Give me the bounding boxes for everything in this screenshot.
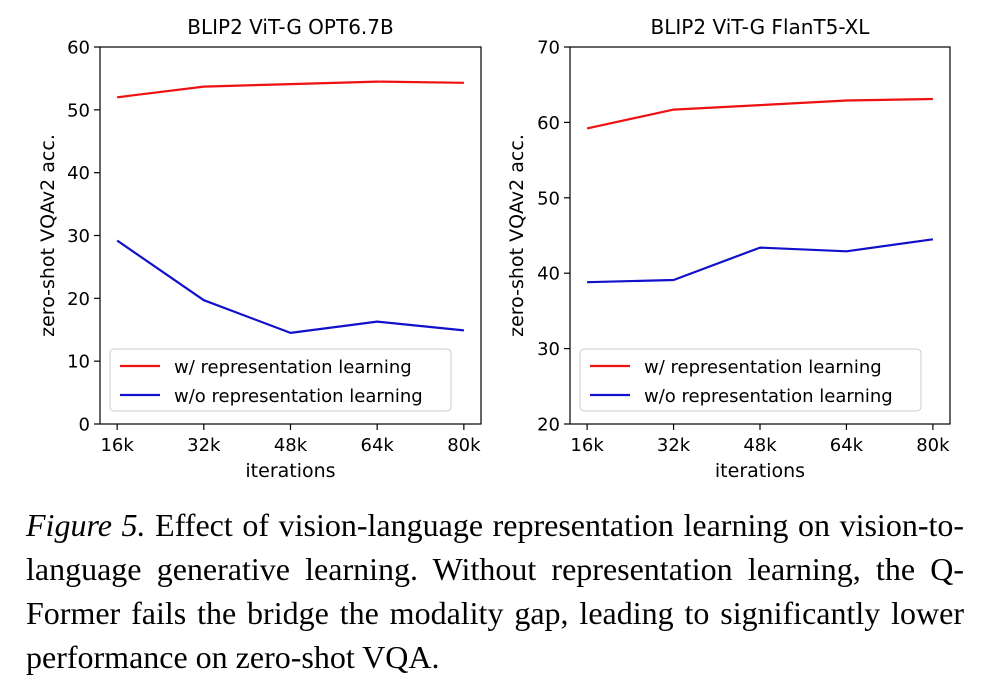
legend-entry: w/o representation learning [644,386,893,407]
y-tick-label: 20 [537,415,560,436]
series-line-without-rep-learning [587,239,933,282]
y-axis-label: zero-shot VQAv2 acc. [506,134,528,337]
chart-title: BLIP2 ViT-G FlanT5-XL [651,15,871,39]
x-tick-label: 32k [187,435,221,456]
x-axis-label: iterations [245,460,335,482]
y-tick-label: 40 [67,163,90,184]
y-tick-label: 50 [537,188,560,209]
figure-charts: BLIP2 ViT-G OPT6.7B 0 10 20 30 40 50 60 16k 32k 48… [0,0,988,500]
x-tick-label: 32k [657,435,691,456]
y-tick-label: 0 [79,415,90,436]
figure-caption-text: Effect of vision-language representation… [26,507,964,675]
legend-entry: w/ representation learning [644,357,882,378]
legend: w/ representation learning w/o representa… [580,349,921,411]
x-axis-label: iterations [715,460,805,482]
x-tick-label: 16k [570,435,604,456]
x-tick-label: 16k [100,435,134,456]
y-tick-label: 60 [537,113,560,134]
x-tick-label: 80k [447,435,481,456]
y-tick-label: 50 [67,100,90,121]
figure-caption: Figure 5. Effect of vision-language repr… [26,503,964,679]
x-tick-label: 80k [916,435,950,456]
y-tick-label: 20 [67,289,90,310]
y-tick-label: 10 [67,352,90,373]
y-tick-label: 70 [537,38,560,59]
series-line-with-rep-learning [587,99,933,128]
chart-title: BLIP2 ViT-G OPT6.7B [187,15,393,39]
x-tick-label: 48k [274,435,308,456]
legend-entry: w/o representation learning [174,386,423,407]
y-axis-label: zero-shot VQAv2 acc. [37,134,59,337]
y-tick-label: 30 [537,339,560,360]
legend-entry: w/ representation learning [174,357,412,378]
x-tick-label: 64k [361,435,395,456]
series-line-with-rep-learning [117,82,464,98]
chart-2: BLIP2 ViT-G FlanT5-XL 20 30 40 50 60 70 16k 32k 4… [506,15,950,482]
y-tick-label: 30 [67,226,90,247]
legend: w/ representation learning w/o representa… [110,349,451,411]
x-tick-label: 64k [830,435,864,456]
figure-caption-label: Figure 5. [26,507,146,543]
series-line-without-rep-learning [117,241,464,333]
x-tick-label: 48k [743,435,777,456]
y-tick-label: 40 [537,264,560,285]
chart-1: BLIP2 ViT-G OPT6.7B 0 10 20 30 40 50 60 16k 32k 48… [37,15,481,482]
y-tick-label: 60 [67,38,90,59]
